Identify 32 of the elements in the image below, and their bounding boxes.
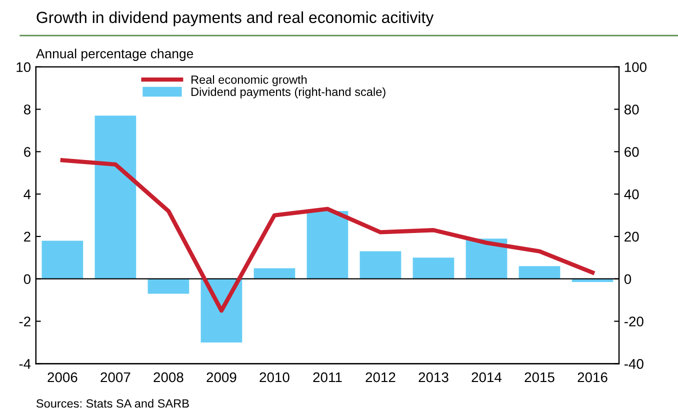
x-tick-label: 2015 (524, 372, 554, 382)
x-tick-label: 2014 (472, 372, 502, 382)
x-tick-label: 2006 (48, 372, 78, 382)
y2-tick-label: -20 (624, 316, 644, 326)
y2-tick-label: 40 (624, 189, 639, 200)
x-tick-label: 2009 (206, 372, 236, 382)
x-tick-label: 2007 (100, 372, 130, 382)
source-note: Sources: Stats SA and SARB (36, 398, 189, 408)
y2-tick-label: 60 (624, 147, 639, 157)
y2-tick-label: 100 (624, 62, 647, 72)
y-tick-label: -4 (19, 359, 31, 369)
x-tick-label: 2011 (313, 372, 342, 382)
y-tick-label: 4 (24, 190, 31, 200)
y-tick-label: 6 (24, 147, 30, 157)
y2-tick-label: -40 (624, 358, 644, 369)
x-tick-label: 2012 (366, 372, 396, 382)
y2-tick-label: 80 (624, 104, 639, 114)
y-tick-label: 10 (16, 62, 31, 72)
chart-title: Growth in dividend payments and real economic acitivity (36, 11, 434, 26)
y-tick-label: 2 (24, 232, 30, 242)
x-tick-label: 2016 (578, 372, 608, 382)
legend-label: Real economic growth (192, 75, 307, 86)
y-tick-label: 0 (24, 274, 31, 284)
y2-tick-label: 0 (624, 274, 632, 284)
y2-tick-label: 20 (624, 232, 639, 242)
y-tick-label: -2 (19, 316, 30, 326)
x-tick-label: 2010 (260, 372, 290, 382)
y-tick-label: 8 (24, 104, 30, 114)
x-tick-label: 2008 (154, 372, 184, 382)
y-axis-title: Annual percentage change (36, 48, 194, 61)
x-tick-label: 2013 (418, 372, 448, 382)
legend-label: Dividend payments (right-hand scale) (192, 87, 386, 98)
